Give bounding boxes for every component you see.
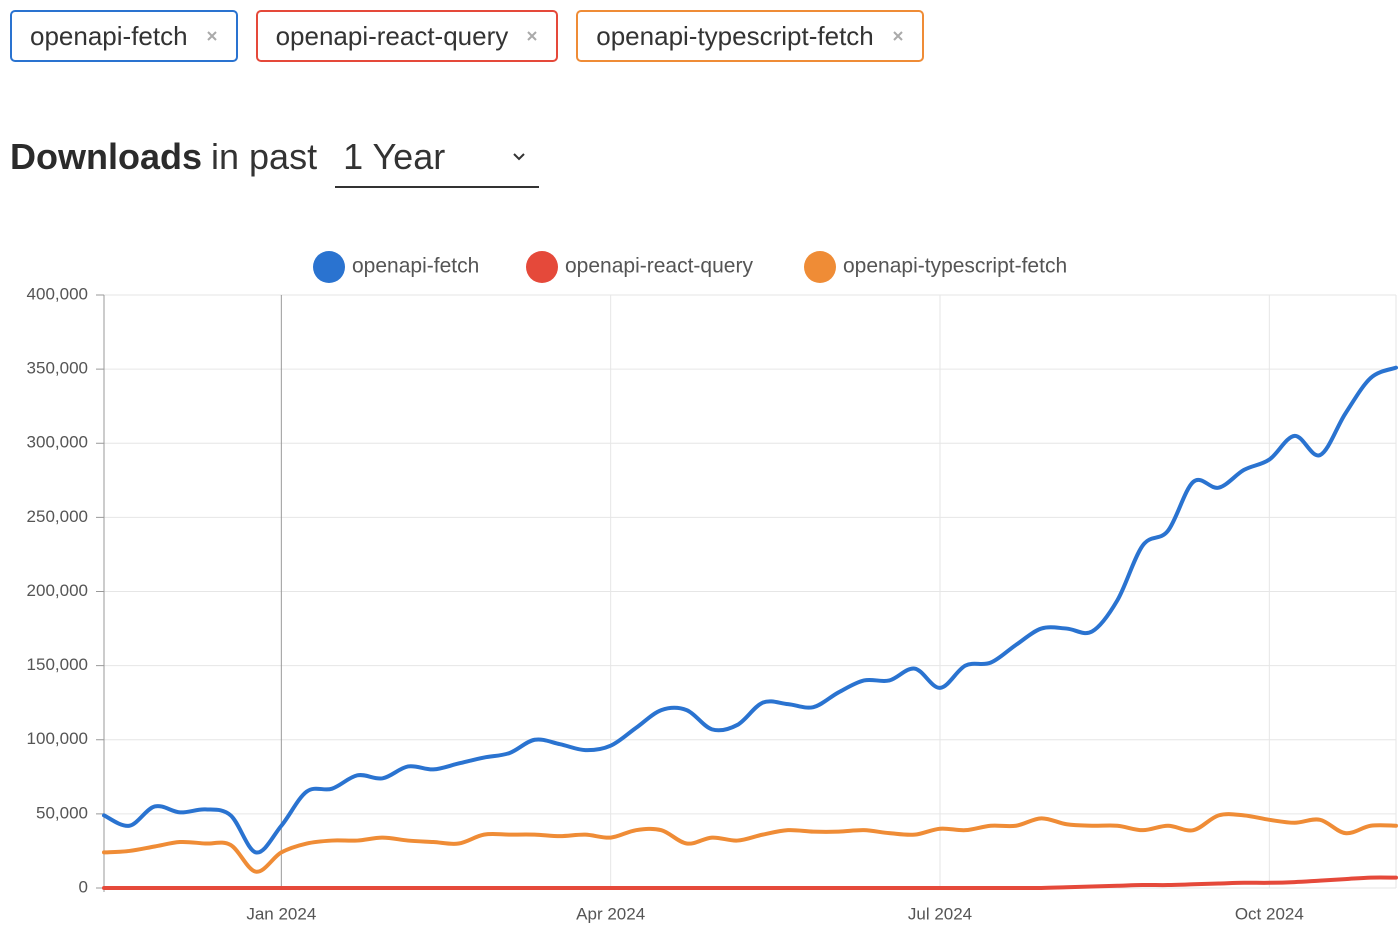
x-tick-label: Oct 2024 bbox=[1235, 904, 1304, 923]
legend-marker bbox=[804, 251, 836, 283]
y-tick-label: 250,000 bbox=[27, 507, 88, 526]
remove-icon[interactable] bbox=[206, 30, 218, 42]
series-line bbox=[102, 365, 1398, 855]
legend-label: openapi-fetch bbox=[352, 255, 479, 278]
package-tags: openapi-fetch openapi-react-query openapi-… bbox=[10, 10, 924, 62]
remove-icon[interactable] bbox=[892, 30, 904, 42]
tag-label: openapi-react-query bbox=[275, 20, 509, 51]
y-tick-label: 0 bbox=[79, 877, 88, 896]
tag-label: openapi-fetch bbox=[30, 20, 188, 51]
legend-label: openapi-typescript-fetch bbox=[843, 255, 1067, 278]
period-value: 1 Year bbox=[343, 136, 446, 177]
remove-icon[interactable] bbox=[526, 30, 538, 42]
series-line bbox=[102, 812, 1398, 874]
legend-label: openapi-react-query bbox=[565, 255, 753, 278]
tag-label: openapi-typescript-fetch bbox=[596, 20, 874, 51]
period-select[interactable]: 1 Year bbox=[335, 136, 540, 188]
legend-marker bbox=[526, 251, 558, 283]
y-tick-label: 200,000 bbox=[27, 581, 88, 600]
y-tick-label: 350,000 bbox=[27, 359, 88, 378]
chart: 0 50,000 100,000 150,000 200,000 250,000 300,0… bbox=[27, 251, 1398, 923]
series-line bbox=[102, 875, 1398, 891]
legend-marker bbox=[313, 251, 345, 283]
x-tick-label: Jul 2024 bbox=[908, 904, 972, 923]
y-tick-label: 150,000 bbox=[27, 655, 88, 674]
package-tag[interactable]: openapi-react-query bbox=[255, 10, 559, 62]
x-tick-label: Jan 2024 bbox=[246, 904, 316, 923]
x-tick-label: Apr 2024 bbox=[576, 904, 645, 923]
heading: Downloads in past 1 Year bbox=[10, 136, 540, 188]
package-tag[interactable]: openapi-fetch bbox=[10, 10, 238, 62]
package-tag[interactable]: openapi-typescript-fetch bbox=[576, 10, 924, 62]
heading-suffix: in past bbox=[211, 136, 318, 177]
y-tick-label: 100,000 bbox=[27, 729, 88, 748]
heading-title: Downloads bbox=[10, 136, 203, 177]
chevron-icon bbox=[513, 153, 525, 161]
y-tick-label: 400,000 bbox=[27, 284, 88, 303]
y-tick-label: 50,000 bbox=[36, 803, 88, 822]
y-tick-label: 300,000 bbox=[27, 433, 88, 452]
